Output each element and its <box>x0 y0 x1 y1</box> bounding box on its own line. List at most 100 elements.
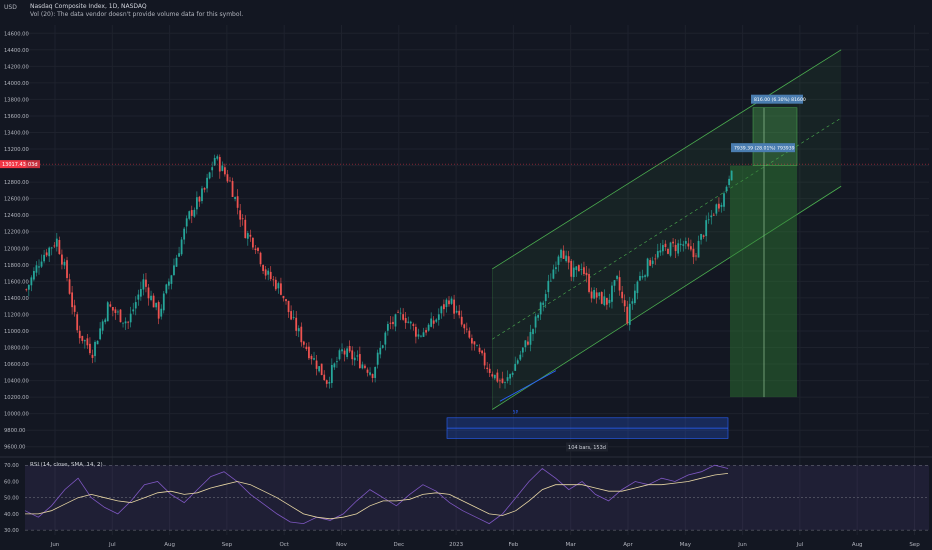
candle-body <box>43 254 45 262</box>
candle-body <box>96 340 99 345</box>
symbol-title[interactable]: Nasdaq Composite Index, 1D, NASDAQ <box>30 3 147 10</box>
candle-body <box>463 324 466 329</box>
long-position-target <box>752 107 798 166</box>
candle-body <box>381 345 384 348</box>
candle-body <box>626 306 629 324</box>
candle-body <box>53 245 56 247</box>
candle-body <box>679 243 682 245</box>
candle-body <box>119 309 122 323</box>
y-tick-label: 10400.00 <box>4 379 29 385</box>
candle-body <box>465 328 468 330</box>
x-tick-label: Jul <box>108 542 116 548</box>
x-tick-label: Jul <box>796 542 804 548</box>
candle-body <box>371 374 374 378</box>
candle-body <box>692 248 695 258</box>
candle-body <box>180 239 183 255</box>
candle-body <box>409 321 412 324</box>
price-tag-suffix-bg <box>26 160 40 169</box>
candle-body <box>577 265 580 272</box>
candle-body <box>175 257 178 267</box>
candle-body <box>195 197 198 210</box>
candle-body <box>99 328 102 340</box>
y-tick-label: 11800.00 <box>4 263 29 269</box>
candle-body <box>649 260 652 266</box>
y-tick-label: 10600.00 <box>4 362 29 368</box>
candle-body <box>695 255 697 257</box>
long-position-range <box>730 165 797 398</box>
x-tick-label: Sep <box>909 542 920 548</box>
candle-body <box>127 321 130 323</box>
candle-body <box>598 292 601 297</box>
candle-body <box>122 322 124 324</box>
candle-body <box>111 307 114 311</box>
candle-body <box>351 350 354 360</box>
candle-body <box>407 321 410 323</box>
candle-body <box>445 299 448 307</box>
rsi-tick-label: 50.00 <box>4 496 19 502</box>
candle-body <box>557 256 560 265</box>
candle-body <box>94 341 96 357</box>
candle-body <box>394 314 397 327</box>
candle-body <box>605 297 608 305</box>
candle-body <box>730 170 733 181</box>
candle-body <box>272 279 275 281</box>
candle-body <box>651 260 654 264</box>
candle-body <box>534 316 537 328</box>
candle-body <box>328 381 331 384</box>
x-tick-label: May <box>680 542 692 548</box>
y-tick-label: 11400.00 <box>4 296 29 302</box>
candle-body <box>353 357 356 361</box>
candle-body <box>537 314 540 318</box>
candle-body <box>608 299 611 304</box>
candle-body <box>715 204 718 214</box>
channel-fill <box>492 49 842 410</box>
candle-body <box>193 209 196 217</box>
candle-body <box>313 358 315 360</box>
candle-body <box>499 380 501 382</box>
candle-body <box>659 250 662 253</box>
price-tag-value: 13017.43 <box>2 162 26 168</box>
candle-body <box>590 291 593 299</box>
candle-body <box>493 374 496 379</box>
candle-body <box>356 355 359 357</box>
candle-body <box>167 281 170 286</box>
candle-body <box>623 300 626 307</box>
candle-body <box>603 296 606 306</box>
trend-tag: 5P <box>513 410 519 416</box>
rsi-tick-label: 60.00 <box>4 479 19 485</box>
candle-body <box>157 302 160 319</box>
candle-body <box>55 238 58 247</box>
candle-body <box>38 266 40 268</box>
candle-body <box>287 300 290 313</box>
candle-body <box>404 318 407 323</box>
y-tick-label: 10200.00 <box>4 395 29 401</box>
candle-body <box>173 265 175 276</box>
candle-body <box>600 292 603 304</box>
candle-body <box>458 310 461 316</box>
candle-body <box>137 294 140 300</box>
candle-body <box>73 305 76 312</box>
candle-body <box>221 165 224 171</box>
candle-body <box>145 279 147 287</box>
candle-body <box>723 193 725 207</box>
candle-body <box>420 335 422 337</box>
candle-body <box>211 167 214 171</box>
candle-body <box>76 314 79 331</box>
candle-body <box>142 279 145 290</box>
y-tick-label: 11000.00 <box>4 329 29 335</box>
candle-body <box>725 186 728 192</box>
candle-body <box>496 372 499 382</box>
y-tick-label: 14400.00 <box>4 48 29 54</box>
rsi-ma-line <box>25 473 729 520</box>
candle-body <box>259 252 262 265</box>
candle-body <box>206 177 208 189</box>
candle-body <box>618 277 621 291</box>
candle-body <box>302 341 305 345</box>
candle-body <box>203 188 206 190</box>
candle-body <box>718 203 720 209</box>
candle-body <box>252 237 254 248</box>
candle-body <box>412 324 415 326</box>
channel-mid-line <box>492 117 842 340</box>
candle-body <box>443 304 445 310</box>
